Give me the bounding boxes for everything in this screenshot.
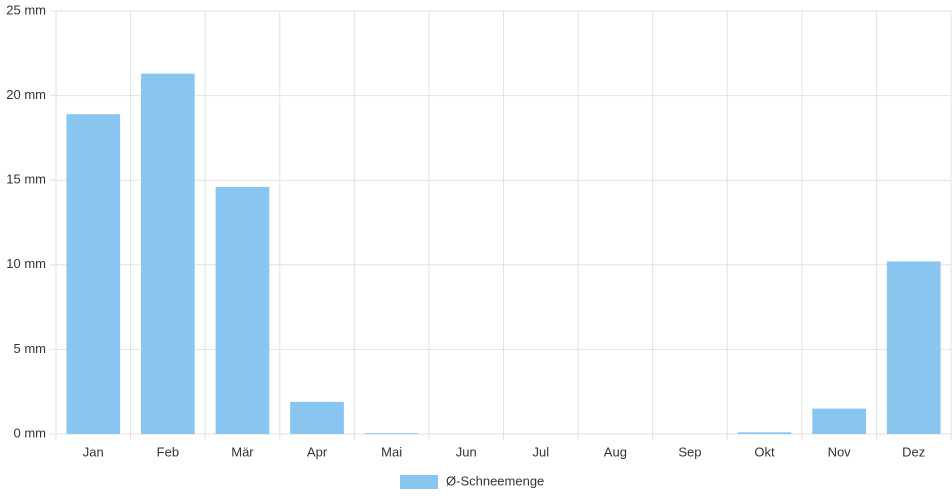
bar — [141, 73, 195, 434]
x-tick-label: Feb — [157, 444, 179, 459]
x-tick-label: Jul — [532, 444, 549, 459]
bar — [215, 186, 270, 434]
legend-swatch — [400, 475, 438, 489]
y-tick-label: 0 mm — [14, 425, 47, 440]
legend-label: Ø-Schneemenge — [446, 473, 544, 488]
y-tick-label: 20 mm — [6, 87, 46, 102]
x-tick-label: Apr — [307, 444, 328, 459]
x-tick-label: Mai — [381, 444, 402, 459]
y-tick-label: 25 mm — [6, 2, 46, 17]
bar — [66, 114, 121, 434]
x-tick-label: Nov — [828, 444, 852, 459]
bar — [737, 432, 792, 434]
bar — [886, 261, 941, 434]
x-tick-label: Okt — [754, 444, 775, 459]
y-tick-label: 10 mm — [6, 256, 46, 271]
bar — [812, 408, 866, 434]
x-tick-label: Aug — [604, 444, 627, 459]
y-tick-label: 15 mm — [6, 172, 46, 187]
x-tick-label: Jun — [456, 444, 477, 459]
x-tick-label: Sep — [678, 444, 701, 459]
x-tick-label: Dez — [902, 444, 925, 459]
x-tick-label: Mär — [231, 444, 254, 459]
x-tick-label: Jan — [83, 444, 104, 459]
bar — [364, 433, 419, 434]
y-tick-label: 5 mm — [14, 341, 47, 356]
bar — [290, 401, 344, 434]
